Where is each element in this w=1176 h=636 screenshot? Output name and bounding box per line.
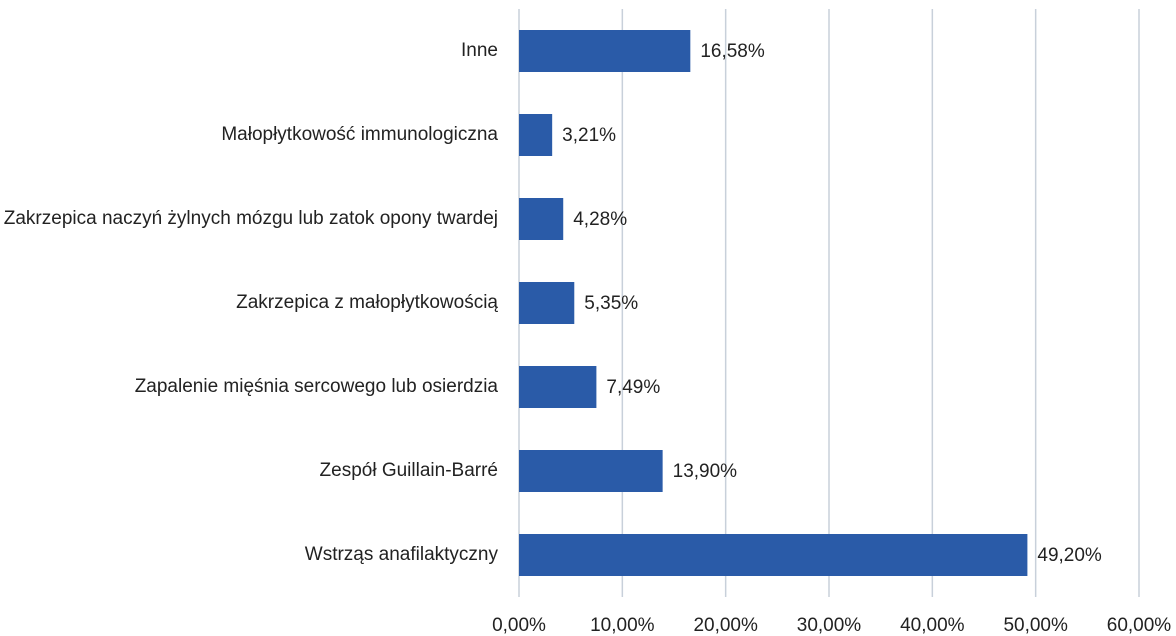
value-label: 7,49% <box>606 377 660 398</box>
bar <box>519 450 663 492</box>
bar <box>519 30 691 72</box>
bar <box>519 114 553 156</box>
category-label: Małopłytkowość immunologiczna <box>221 124 498 146</box>
category-label: Zakrzepica naczyń żylnych mózgu lub zato… <box>3 208 498 230</box>
category-label: Inne <box>461 40 498 62</box>
bar <box>519 198 564 240</box>
x-tick-label: 10,00% <box>590 615 655 636</box>
value-label: 16,58% <box>700 41 765 62</box>
x-tick-label: 0,00% <box>492 615 546 636</box>
x-tick-label: 50,00% <box>1003 615 1068 636</box>
value-label: 13,90% <box>673 461 738 482</box>
category-label: Zespół Guillain-Barré <box>319 460 498 482</box>
category-label: Zakrzepica z małopłytkowością <box>236 292 498 314</box>
category-label: Zapalenie mięśnia sercowego lub osierdzi… <box>134 376 498 398</box>
x-tick-label: 40,00% <box>900 615 965 636</box>
value-label: 49,20% <box>1037 545 1102 566</box>
x-tick-label: 30,00% <box>797 615 862 636</box>
x-tick-label: 60,00% <box>1107 615 1172 636</box>
value-label: 4,28% <box>573 209 627 230</box>
value-label: 3,21% <box>562 125 616 146</box>
value-label: 5,35% <box>584 293 638 314</box>
x-tick-label: 20,00% <box>693 615 758 636</box>
bar <box>519 282 575 324</box>
bar <box>519 534 1028 576</box>
bar <box>519 366 597 408</box>
category-label: Wstrząs anafilaktyczny <box>304 544 498 566</box>
